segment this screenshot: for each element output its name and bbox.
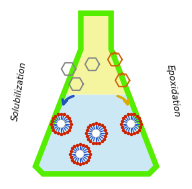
Text: Solubilization: Solubilization — [11, 60, 28, 121]
Circle shape — [76, 150, 84, 158]
Polygon shape — [36, 94, 156, 174]
Circle shape — [92, 129, 100, 137]
Polygon shape — [63, 13, 129, 94]
Circle shape — [57, 120, 65, 128]
Polygon shape — [36, 13, 156, 174]
Circle shape — [127, 120, 135, 128]
Text: Epoxidation: Epoxidation — [164, 64, 181, 118]
